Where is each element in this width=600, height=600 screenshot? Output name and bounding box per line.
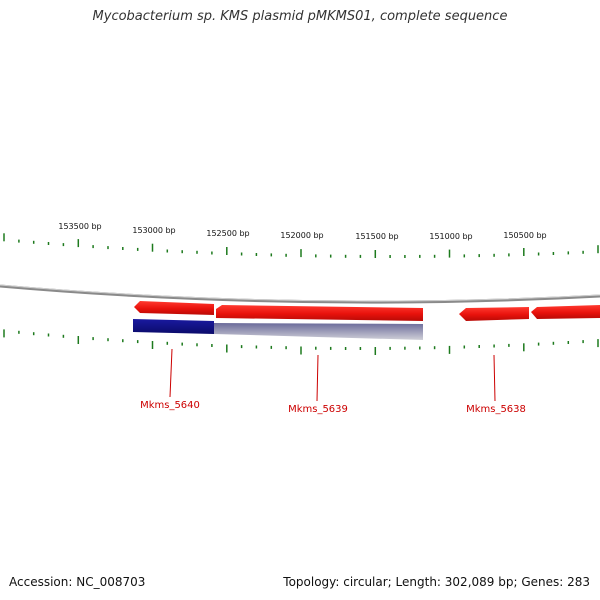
ruler-label: 152500 bp — [206, 229, 249, 238]
accession-text: Accession: NC_008703 — [9, 575, 146, 589]
gene-Mkms_5639-arrow — [216, 305, 423, 321]
map-title: Mycobacterium sp. KMS plasmid pMKMS01, c… — [92, 9, 508, 24]
ruler-label: 153500 bp — [58, 222, 101, 231]
gene-Mkms_5640-reverse-feature — [133, 319, 214, 334]
ruler-label: 153000 bp — [132, 226, 175, 235]
gene-label-Mkms_5640: Mkms_5640 — [140, 400, 200, 411]
ruler-label: 152000 bp — [280, 231, 323, 240]
topology-text: Topology: circular; Length: 302,089 bp; … — [283, 575, 590, 589]
ruler-label: 151000 bp — [429, 232, 472, 241]
gene-Mkms_5640-leader — [169, 348, 173, 398]
ruler-label: 151500 bp — [355, 232, 398, 241]
inner-tick-marks — [3, 329, 599, 355]
gene-Mkms_5638-leader — [493, 354, 496, 402]
ruler-labels: 153500 bp 153000 bp 152500 bp 152000 bp 1515… — [58, 222, 546, 241]
backbone-arc — [0, 284, 600, 304]
ruler-label: 150500 bp — [503, 231, 546, 240]
outer-tick-marks — [3, 233, 599, 258]
gene-shadow-band — [214, 323, 423, 340]
backbone-arc-highlight — [0, 284, 600, 302]
gene-label-Mkms_5639: Mkms_5639 — [288, 404, 348, 415]
gene-Mkms_5639-leader — [316, 354, 319, 402]
gene-label-Mkms_5638: Mkms_5638 — [466, 404, 526, 415]
gene-Mkms_5638-arrow — [459, 307, 529, 321]
gene-Mkms_5638-arrow-continuation — [531, 305, 600, 319]
gene-Mkms_5640-arrow — [134, 301, 214, 315]
